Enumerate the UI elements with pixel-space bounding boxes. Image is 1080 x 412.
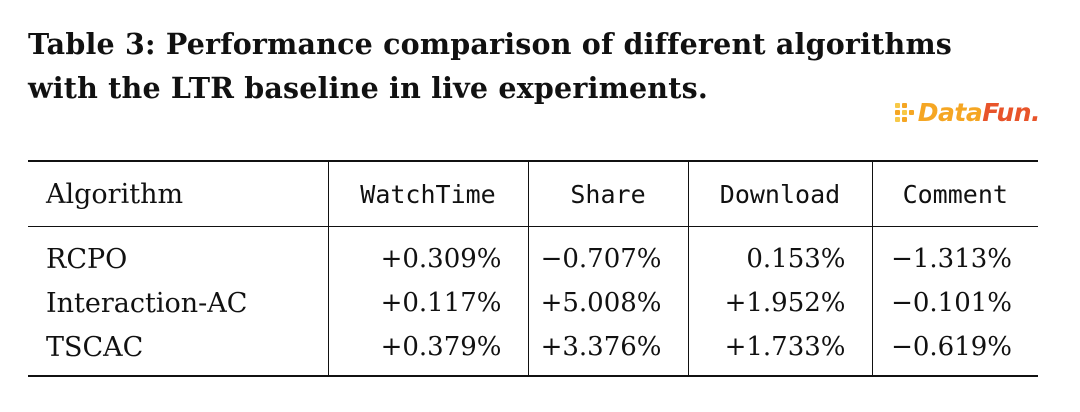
logo-text: DataFun. [917, 98, 1041, 127]
cell-share: −0.707% [527, 226, 688, 281]
cell-download: +1.952% [687, 281, 872, 325]
table-row: RCPO +0.309% −0.707% 0.153% −1.313% [28, 226, 1038, 281]
cell-algorithm: Interaction-AC [46, 287, 248, 319]
header-row: Algorithm WatchTime Share Download Comme… [28, 162, 1038, 227]
cell-comment: −0.101% [871, 281, 1038, 325]
cell-algorithm: TSCAC [46, 331, 144, 363]
caption-line-2: with the LTR baseline in live experiment… [28, 71, 708, 105]
cell-watchtime: +0.379% [327, 325, 528, 375]
bottom-rule [28, 375, 1038, 377]
cell-share: +5.008% [527, 281, 688, 325]
logo-dots-icon [894, 103, 914, 122]
header-download: Download [687, 162, 872, 227]
table-caption: Table 3: Performance comparison of diffe… [28, 22, 1028, 110]
table-row: TSCAC +0.379% +3.376% +1.733% −0.619% [28, 325, 1038, 375]
datafun-logo: DataFun. [894, 98, 1041, 127]
cell-download: +1.733% [687, 325, 872, 375]
cell-watchtime: +0.117% [327, 281, 528, 325]
header-comment: Comment [871, 162, 1038, 227]
caption-line-1: Table 3: Performance comparison of diffe… [28, 27, 953, 61]
cell-share: +3.376% [527, 325, 688, 375]
cell-algorithm: RCPO [46, 243, 128, 275]
header-algorithm: Algorithm [46, 178, 184, 210]
cell-comment: −0.619% [871, 325, 1038, 375]
top-rule [28, 160, 1038, 162]
cell-download: 0.153% [687, 226, 872, 281]
table-row: Interaction-AC +0.117% +5.008% +1.952% −… [28, 281, 1038, 325]
header-share: Share [527, 162, 688, 227]
header-watchtime: WatchTime [327, 162, 528, 227]
cell-watchtime: +0.309% [327, 226, 528, 281]
cell-comment: −1.313% [871, 226, 1038, 281]
results-table: Algorithm WatchTime Share Download Comme… [28, 160, 1038, 377]
